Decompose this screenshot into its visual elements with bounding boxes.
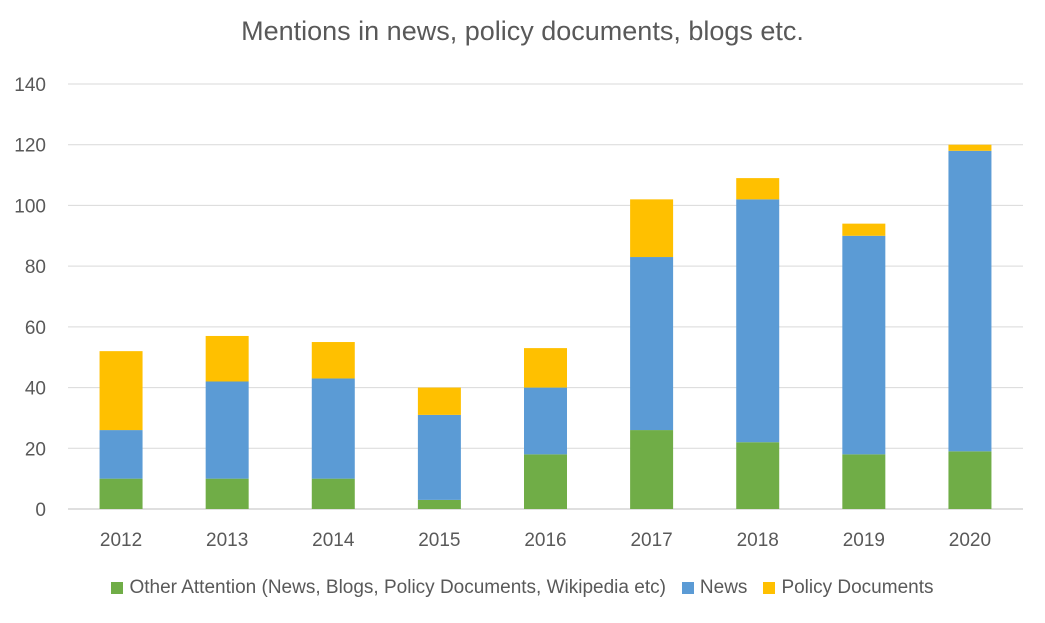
- bar-segment-news: [99, 430, 143, 479]
- legend-swatch: [681, 582, 694, 594]
- bar-segment-other-attention: [99, 478, 143, 509]
- bar-segment-news: [524, 387, 567, 455]
- y-tick-label: 80: [25, 257, 46, 278]
- x-tick-label: 2014: [312, 530, 355, 551]
- chart-legend: Other Attention (News, Blogs, Policy Doc…: [0, 577, 1045, 599]
- bar-segment-news: [842, 235, 886, 455]
- legend-label: News: [699, 577, 748, 598]
- bar-segment-news: [205, 381, 249, 479]
- bar-segment-other-attention: [736, 442, 780, 509]
- x-tick-label: 2016: [524, 530, 566, 551]
- y-tick-label: 0: [35, 500, 46, 521]
- bar-segment-policy-documents: [311, 342, 355, 379]
- bar-segment-news: [311, 378, 355, 479]
- bar-segment-other-attention: [948, 451, 992, 509]
- chart-title: Mentions in news, policy documents, blog…: [241, 16, 804, 46]
- x-tick-label: 2015: [418, 530, 460, 551]
- x-tick-label: 2018: [737, 530, 779, 551]
- bar-segment-news: [417, 414, 461, 500]
- bar-segment-policy-documents: [736, 178, 780, 200]
- bar-segment-news: [630, 257, 674, 431]
- y-tick-label: 40: [25, 379, 46, 400]
- legend-label: Policy Documents: [781, 577, 934, 598]
- y-tick-label: 100: [14, 196, 46, 217]
- bar-segment-news: [948, 150, 992, 452]
- bar-segment-policy-documents: [842, 223, 886, 236]
- bar-segment-policy-documents: [417, 387, 461, 415]
- y-tick-label: 20: [25, 439, 46, 460]
- y-tick-label: 60: [25, 318, 46, 339]
- bar-segment-other-attention: [630, 430, 674, 509]
- legend-item: News: [681, 577, 748, 599]
- x-tick-label: 2019: [843, 530, 885, 551]
- x-tick-label: 2020: [949, 530, 991, 551]
- bar-segment-other-attention: [417, 499, 461, 509]
- legend-swatch: [763, 582, 776, 594]
- legend-swatch: [111, 582, 124, 594]
- legend-label: Other Attention (News, Blogs, Policy Doc…: [129, 577, 666, 598]
- y-tick-label: 140: [14, 75, 46, 96]
- bar-segment-other-attention: [311, 478, 355, 509]
- x-tick-label: 2012: [100, 530, 142, 551]
- bar-segment-other-attention: [524, 454, 567, 509]
- x-tick-label: 2013: [206, 530, 248, 551]
- x-tick-label: 2017: [630, 530, 672, 551]
- legend-item: Other Attention (News, Blogs, Policy Doc…: [111, 577, 666, 599]
- bar-segment-policy-documents: [948, 144, 992, 151]
- bar-segment-policy-documents: [524, 348, 567, 388]
- bar-segment-policy-documents: [205, 335, 249, 382]
- bar-segment-other-attention: [842, 454, 886, 509]
- bar-segment-news: [736, 199, 780, 443]
- legend-item: Policy Documents: [763, 577, 934, 599]
- bar-segment-policy-documents: [630, 199, 674, 258]
- y-tick-label: 120: [14, 136, 46, 157]
- bar-segment-policy-documents: [99, 351, 143, 431]
- bar-segment-other-attention: [205, 478, 249, 509]
